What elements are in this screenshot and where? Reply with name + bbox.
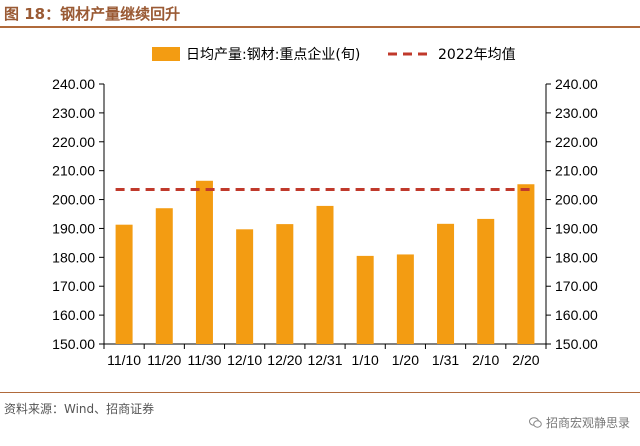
bar: [396, 254, 414, 344]
x-tick-label: 1/31: [432, 352, 459, 368]
x-tick-label: 12/20: [267, 352, 302, 368]
watermark-text: 招商宏观静思录: [545, 416, 630, 430]
x-tick-label: 11/10: [107, 352, 141, 368]
footer-divider: [0, 392, 640, 393]
bar: [437, 223, 455, 344]
y-tick-label-left: 150.00: [52, 336, 95, 352]
y-tick-label-right: 230.00: [555, 105, 598, 121]
y-tick-label-left: 190.00: [52, 220, 95, 236]
figure-header: 图 18：钢材产量继续回升: [0, 0, 640, 28]
legend-label-reference: 2022年均值: [438, 47, 516, 63]
bar: [316, 205, 334, 344]
y-tick-label-right: 240.00: [555, 76, 598, 92]
x-tick-label: 2/20: [512, 352, 539, 368]
y-tick-label-left: 170.00: [52, 278, 95, 294]
header-divider: [0, 26, 640, 28]
y-tick-label-right: 170.00: [555, 278, 598, 294]
y-tick-label-right: 150.00: [555, 336, 598, 352]
y-tick-label-right: 190.00: [555, 220, 598, 236]
y-tick-label-left: 210.00: [52, 163, 95, 179]
source-note: 资料来源：Wind、招商证券: [4, 402, 155, 416]
x-tick-label: 12/10: [227, 352, 262, 368]
bar: [276, 224, 294, 344]
bar-chart: 150.00 150.00 160.00 160.00 170.00 170.00 180.…: [52, 46, 598, 368]
x-tick-label: 1/20: [392, 352, 419, 368]
y-tick-label-left: 180.00: [52, 249, 95, 265]
y-tick-label-left: 220.00: [52, 134, 95, 150]
x-tick-label: 12/31: [307, 352, 342, 368]
y-tick-label-right: 180.00: [555, 249, 598, 265]
y-tick-label-right: 220.00: [555, 134, 598, 150]
y-tick-label-left: 230.00: [52, 105, 95, 121]
y-tick-label-left: 160.00: [52, 307, 95, 323]
x-tick-label: 2/10: [472, 352, 499, 368]
figure-title: 图 18：钢材产量继续回升: [4, 5, 181, 23]
bar: [115, 224, 133, 344]
y-tick-label-right: 160.00: [555, 307, 598, 323]
legend-swatch-bar: [152, 47, 180, 61]
bar: [236, 229, 254, 344]
legend-label-bar: 日均产量:钢材:重点企业(旬): [186, 46, 360, 63]
y-tick-label-left: 240.00: [52, 76, 95, 92]
x-tick-label: 11/30: [187, 352, 221, 368]
y-tick-label-right: 200.00: [555, 192, 598, 208]
bar: [195, 180, 213, 344]
y-tick-label-left: 200.00: [52, 192, 95, 208]
bar: [155, 208, 173, 344]
x-tick-label: 11/20: [147, 352, 181, 368]
bar: [477, 218, 495, 344]
watermark: 招商宏观静思录: [528, 414, 630, 431]
wechat-icon: [528, 417, 542, 428]
bar: [356, 255, 374, 344]
x-tick-label: 1/10: [352, 352, 379, 368]
y-tick-label-right: 210.00: [555, 163, 598, 179]
bar: [517, 184, 535, 344]
